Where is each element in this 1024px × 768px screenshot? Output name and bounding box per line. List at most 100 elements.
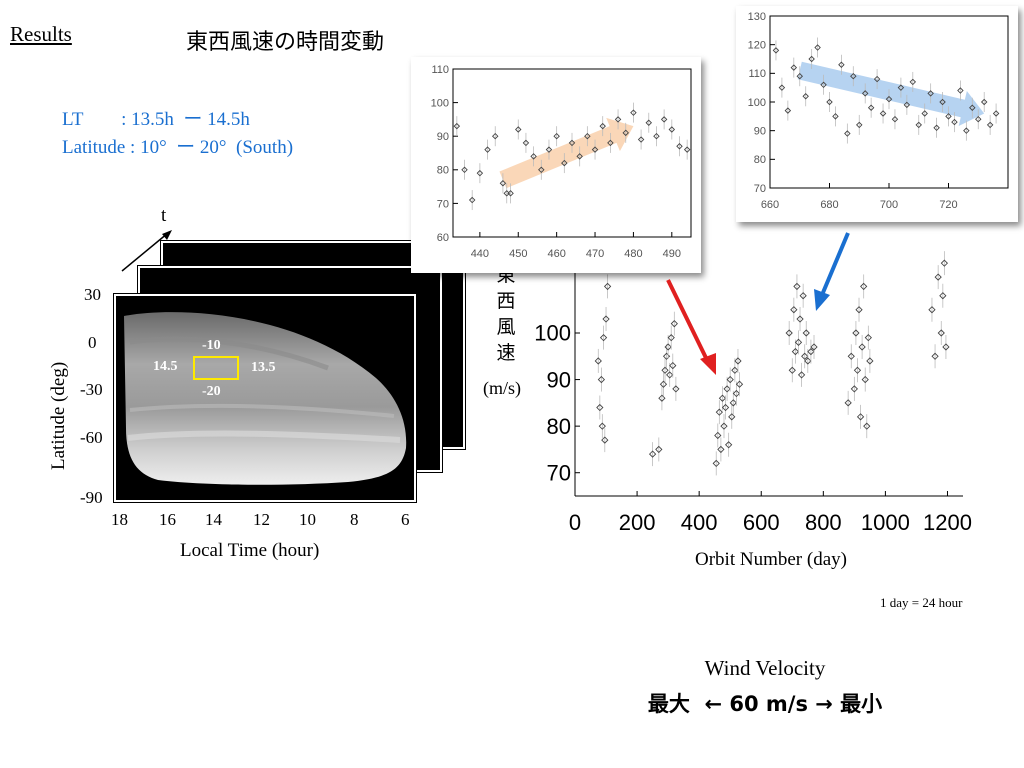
x-tick-label: 440: [471, 248, 489, 260]
x-tick-label: 200: [619, 510, 656, 535]
data-point: [866, 357, 874, 365]
data-point: [852, 329, 860, 337]
box-label-top: -10: [202, 338, 221, 353]
data-point: [778, 84, 786, 91]
data-point: [797, 371, 806, 379]
data-point: [668, 126, 676, 133]
data-point: [597, 375, 606, 384]
x-tick-label: 490: [663, 248, 681, 260]
data-point: [975, 115, 982, 123]
inset-left: 440 450 460 470 480 490 60 70 80 90 100 110: [411, 57, 701, 273]
data-point: [659, 380, 668, 388]
data-point: [591, 146, 599, 153]
wind-velocity-scale: 最大 ← 60 m/s → 最小: [647, 692, 883, 716]
data-point: [856, 413, 865, 421]
data-point: [596, 403, 604, 412]
y-tick-label: 80: [754, 154, 766, 166]
time-axis-arrow: [121, 230, 172, 272]
data-point: [951, 118, 958, 126]
data-point: [807, 347, 815, 356]
data-point: [714, 431, 722, 440]
data-point: [614, 116, 622, 123]
y-tick-label: 110: [748, 68, 766, 80]
data-point: [855, 306, 863, 314]
data-point: [658, 394, 666, 402]
data-point: [723, 385, 731, 393]
data-point: [630, 109, 637, 116]
data-point: [661, 366, 669, 374]
region-box: [193, 356, 239, 380]
data-point: [808, 55, 815, 63]
y-label-char: 西: [496, 290, 516, 312]
lt-tick: 12: [253, 510, 270, 529]
image-frame-front: [116, 296, 414, 500]
data-point: [957, 87, 964, 94]
data-point: [728, 413, 736, 421]
data-point: [734, 357, 742, 365]
data-point: [928, 306, 936, 314]
lat-tick: -60: [80, 428, 103, 447]
data-point: [820, 81, 827, 89]
data-point: [721, 403, 730, 412]
data-point: [667, 334, 675, 342]
latitude-axis-label: Latitude (deg): [48, 361, 69, 470]
data-point: [484, 146, 491, 153]
box-label-bottom: -20: [202, 384, 221, 399]
box-label-right: 13.5: [251, 360, 276, 375]
data-point: [810, 343, 818, 351]
lt-tick: 10: [299, 510, 316, 529]
lt-tick: 14: [205, 510, 222, 529]
x-tick-label: 680: [820, 199, 838, 211]
data-point: [921, 110, 928, 117]
data-point: [553, 132, 560, 140]
lt-tick: 6: [401, 510, 410, 529]
lt-tick: 16: [159, 510, 176, 529]
data-point: [660, 116, 668, 123]
data-point: [717, 445, 725, 454]
data-point: [873, 75, 881, 83]
data-point: [826, 98, 833, 106]
data-point: [790, 64, 798, 71]
latitude-condition: Latitude : 10° ー 20° (South): [62, 137, 294, 158]
data-point: [603, 282, 612, 291]
data-point: [507, 190, 514, 197]
lat-tick: 0: [88, 333, 97, 352]
data-point: [909, 78, 917, 86]
y-label-char: 風: [496, 316, 516, 338]
x-tick-label: 0: [569, 510, 581, 535]
lt-tick: 8: [350, 510, 359, 529]
data-point: [903, 101, 911, 109]
page-title: 東西風速の時間変動: [186, 30, 385, 55]
y-tick-label: 100: [534, 321, 571, 346]
data-point: [915, 121, 922, 129]
data-point: [725, 441, 733, 449]
data-point: [670, 320, 678, 328]
x-tick-label: 470: [586, 248, 604, 260]
data-point: [599, 122, 606, 130]
wind-velocity-title: Wind Velocity: [704, 656, 826, 680]
data-point: [720, 422, 728, 430]
data-point: [942, 343, 950, 351]
local-time-condition: LT : 13.5h ー 14.5h: [62, 109, 250, 130]
data-point: [653, 132, 660, 140]
data-point: [980, 98, 988, 106]
data-point: [844, 130, 851, 137]
x-tick-label: 700: [880, 199, 898, 211]
y-tick-label: 100: [431, 97, 449, 109]
data-point: [858, 343, 866, 351]
data-point: [867, 104, 875, 111]
x-tick-label: 600: [743, 510, 780, 535]
data-point: [729, 399, 737, 407]
data-point: [491, 132, 499, 140]
y-tick-label: 90: [547, 367, 571, 392]
x-tick-label: 1200: [923, 510, 972, 535]
data-point: [453, 122, 461, 130]
y-tick-label: 100: [748, 97, 766, 109]
data-point: [802, 329, 810, 337]
data-point: [931, 352, 939, 360]
data-point: [793, 282, 801, 291]
data-point: [672, 385, 680, 393]
data-point: [607, 139, 614, 147]
y-tick-label: 130: [748, 11, 766, 23]
pointer-arrows: [666, 232, 850, 375]
